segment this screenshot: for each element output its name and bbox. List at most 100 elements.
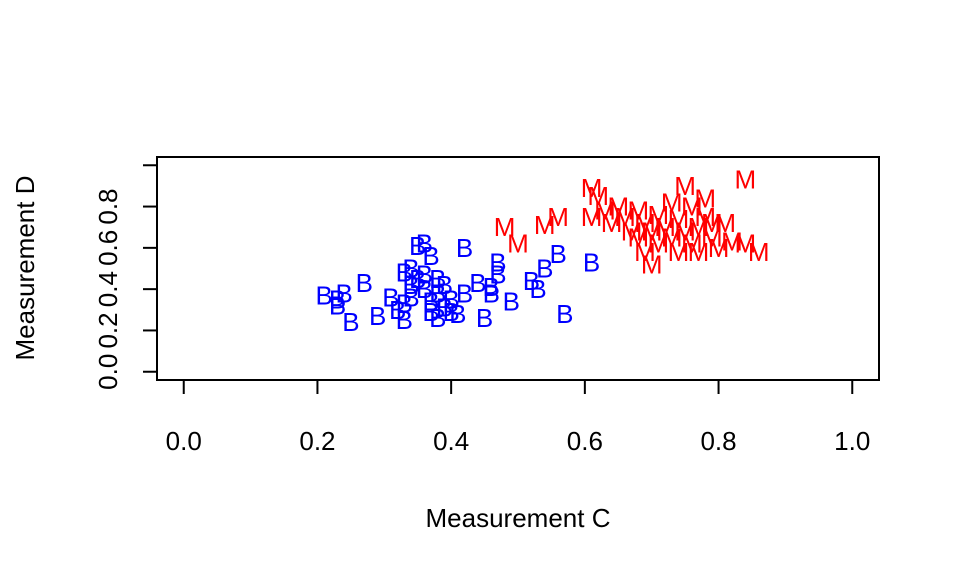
data-point-m: M [594, 196, 616, 226]
x-tick-label: 0.8 [700, 426, 736, 456]
data-point-m: M [688, 237, 710, 267]
data-point-m: M [661, 223, 683, 253]
y-tick-label: 0.0 [93, 354, 123, 390]
data-point-b: B [436, 293, 453, 323]
data-point-b: B [356, 268, 373, 298]
data-point-m: M [601, 208, 623, 238]
data-point-m: M [668, 204, 690, 234]
x-tick-label: 0.6 [567, 426, 603, 456]
data-point-b: B [503, 287, 520, 317]
data-point-m: M [581, 202, 603, 232]
data-point-m: M [674, 216, 696, 246]
data-point-m: M [734, 165, 756, 195]
y-tick-label: 0.6 [93, 230, 123, 266]
data-points: BBBBBBBBBBBBBBBBBBBBBBBBBBBBBBBBBBBBBBBB… [315, 165, 769, 337]
data-point-m: M [661, 187, 683, 217]
data-point-m: M [748, 237, 770, 267]
y-axis: 0.0 0.2 0.4 0.6 0.8 [93, 164, 158, 390]
y-tick-label: 0.2 [93, 312, 123, 348]
data-point-b: B [409, 231, 426, 261]
y-tick-label: 0.4 [93, 271, 123, 307]
data-point-b: B [342, 307, 359, 337]
data-point-b: B [523, 266, 540, 296]
data-point-b: B [536, 254, 553, 284]
x-axis: 0.0 0.2 0.4 0.6 0.8 1.0 [166, 379, 870, 456]
data-point-b: B [422, 287, 439, 317]
data-point-b: B [329, 284, 346, 314]
data-point-b: B [469, 268, 486, 298]
data-point-b: B [429, 278, 446, 308]
data-point-b: B [429, 303, 446, 333]
data-point-b: B [442, 297, 459, 327]
data-point-m: M [547, 202, 569, 232]
data-point-m: M [701, 223, 723, 253]
data-point-m: M [694, 183, 716, 213]
data-point-m: M [621, 216, 643, 246]
data-point-b: B [483, 272, 500, 302]
data-point-b: B [442, 284, 459, 314]
data-point-m: M [648, 229, 670, 259]
x-tick-label: 1.0 [834, 426, 870, 456]
data-point-m: M [668, 237, 690, 267]
data-point-b: B [315, 280, 332, 310]
data-point-b: B [489, 260, 506, 290]
data-point-b: B [416, 260, 433, 290]
data-point-m: M [641, 249, 663, 279]
data-point-b: B [416, 229, 433, 259]
data-point-m: M [708, 233, 730, 263]
data-point-b: B [456, 278, 473, 308]
x-axis-label: Measurement C [426, 503, 611, 533]
data-point-b: B [549, 239, 566, 269]
x-tick-label: 0.4 [433, 426, 469, 456]
data-point-b: B [396, 289, 413, 319]
data-point-b: B [583, 247, 600, 277]
data-point-b: B [449, 299, 466, 329]
data-point-b: B [396, 305, 413, 335]
data-point-m: M [627, 196, 649, 226]
data-point-m: M [641, 216, 663, 246]
data-point-m: M [701, 208, 723, 238]
data-point-b: B [402, 270, 419, 300]
data-point-b: B [422, 297, 439, 327]
x-tick-label: 0.2 [299, 426, 335, 456]
data-point-b: B [416, 274, 433, 304]
data-point-b: B [456, 233, 473, 263]
data-point-b: B [382, 282, 399, 312]
x-tick-label: 0.0 [166, 426, 202, 456]
data-point-b: B [402, 282, 419, 312]
data-point-b: B [436, 270, 453, 300]
data-point-m: M [648, 200, 670, 230]
data-point-m: M [694, 202, 716, 232]
data-point-m: M [681, 229, 703, 259]
data-point-b: B [556, 299, 573, 329]
data-point-m: M [634, 208, 656, 238]
data-point-m: M [654, 212, 676, 242]
data-point-m: M [607, 192, 629, 222]
data-point-m: M [714, 208, 736, 238]
data-point-m: M [627, 223, 649, 253]
data-point-m: M [734, 229, 756, 259]
data-point-b: B [483, 278, 500, 308]
data-point-b: B [476, 303, 493, 333]
data-point-b: B [369, 301, 386, 331]
data-point-b: B [409, 264, 426, 294]
data-point-b: B [429, 264, 446, 294]
data-point-b: B [529, 274, 546, 304]
data-point-b: B [389, 295, 406, 325]
data-point-b: B [329, 291, 346, 321]
data-point-m: M [614, 202, 636, 232]
data-point-m: M [634, 237, 656, 267]
y-tick-label: 0.8 [93, 188, 123, 224]
data-point-b: B [336, 278, 353, 308]
data-point-m: M [721, 227, 743, 257]
data-point-m: M [681, 192, 703, 222]
y-axis-label: Measurement D [10, 176, 40, 361]
data-point-m: M [534, 210, 556, 240]
data-point-m: M [494, 212, 516, 242]
data-point-m: M [674, 171, 696, 201]
data-point-m: M [688, 212, 710, 242]
data-point-b: B [422, 241, 439, 271]
data-point-b: B [489, 247, 506, 277]
data-point-m: M [507, 229, 529, 259]
